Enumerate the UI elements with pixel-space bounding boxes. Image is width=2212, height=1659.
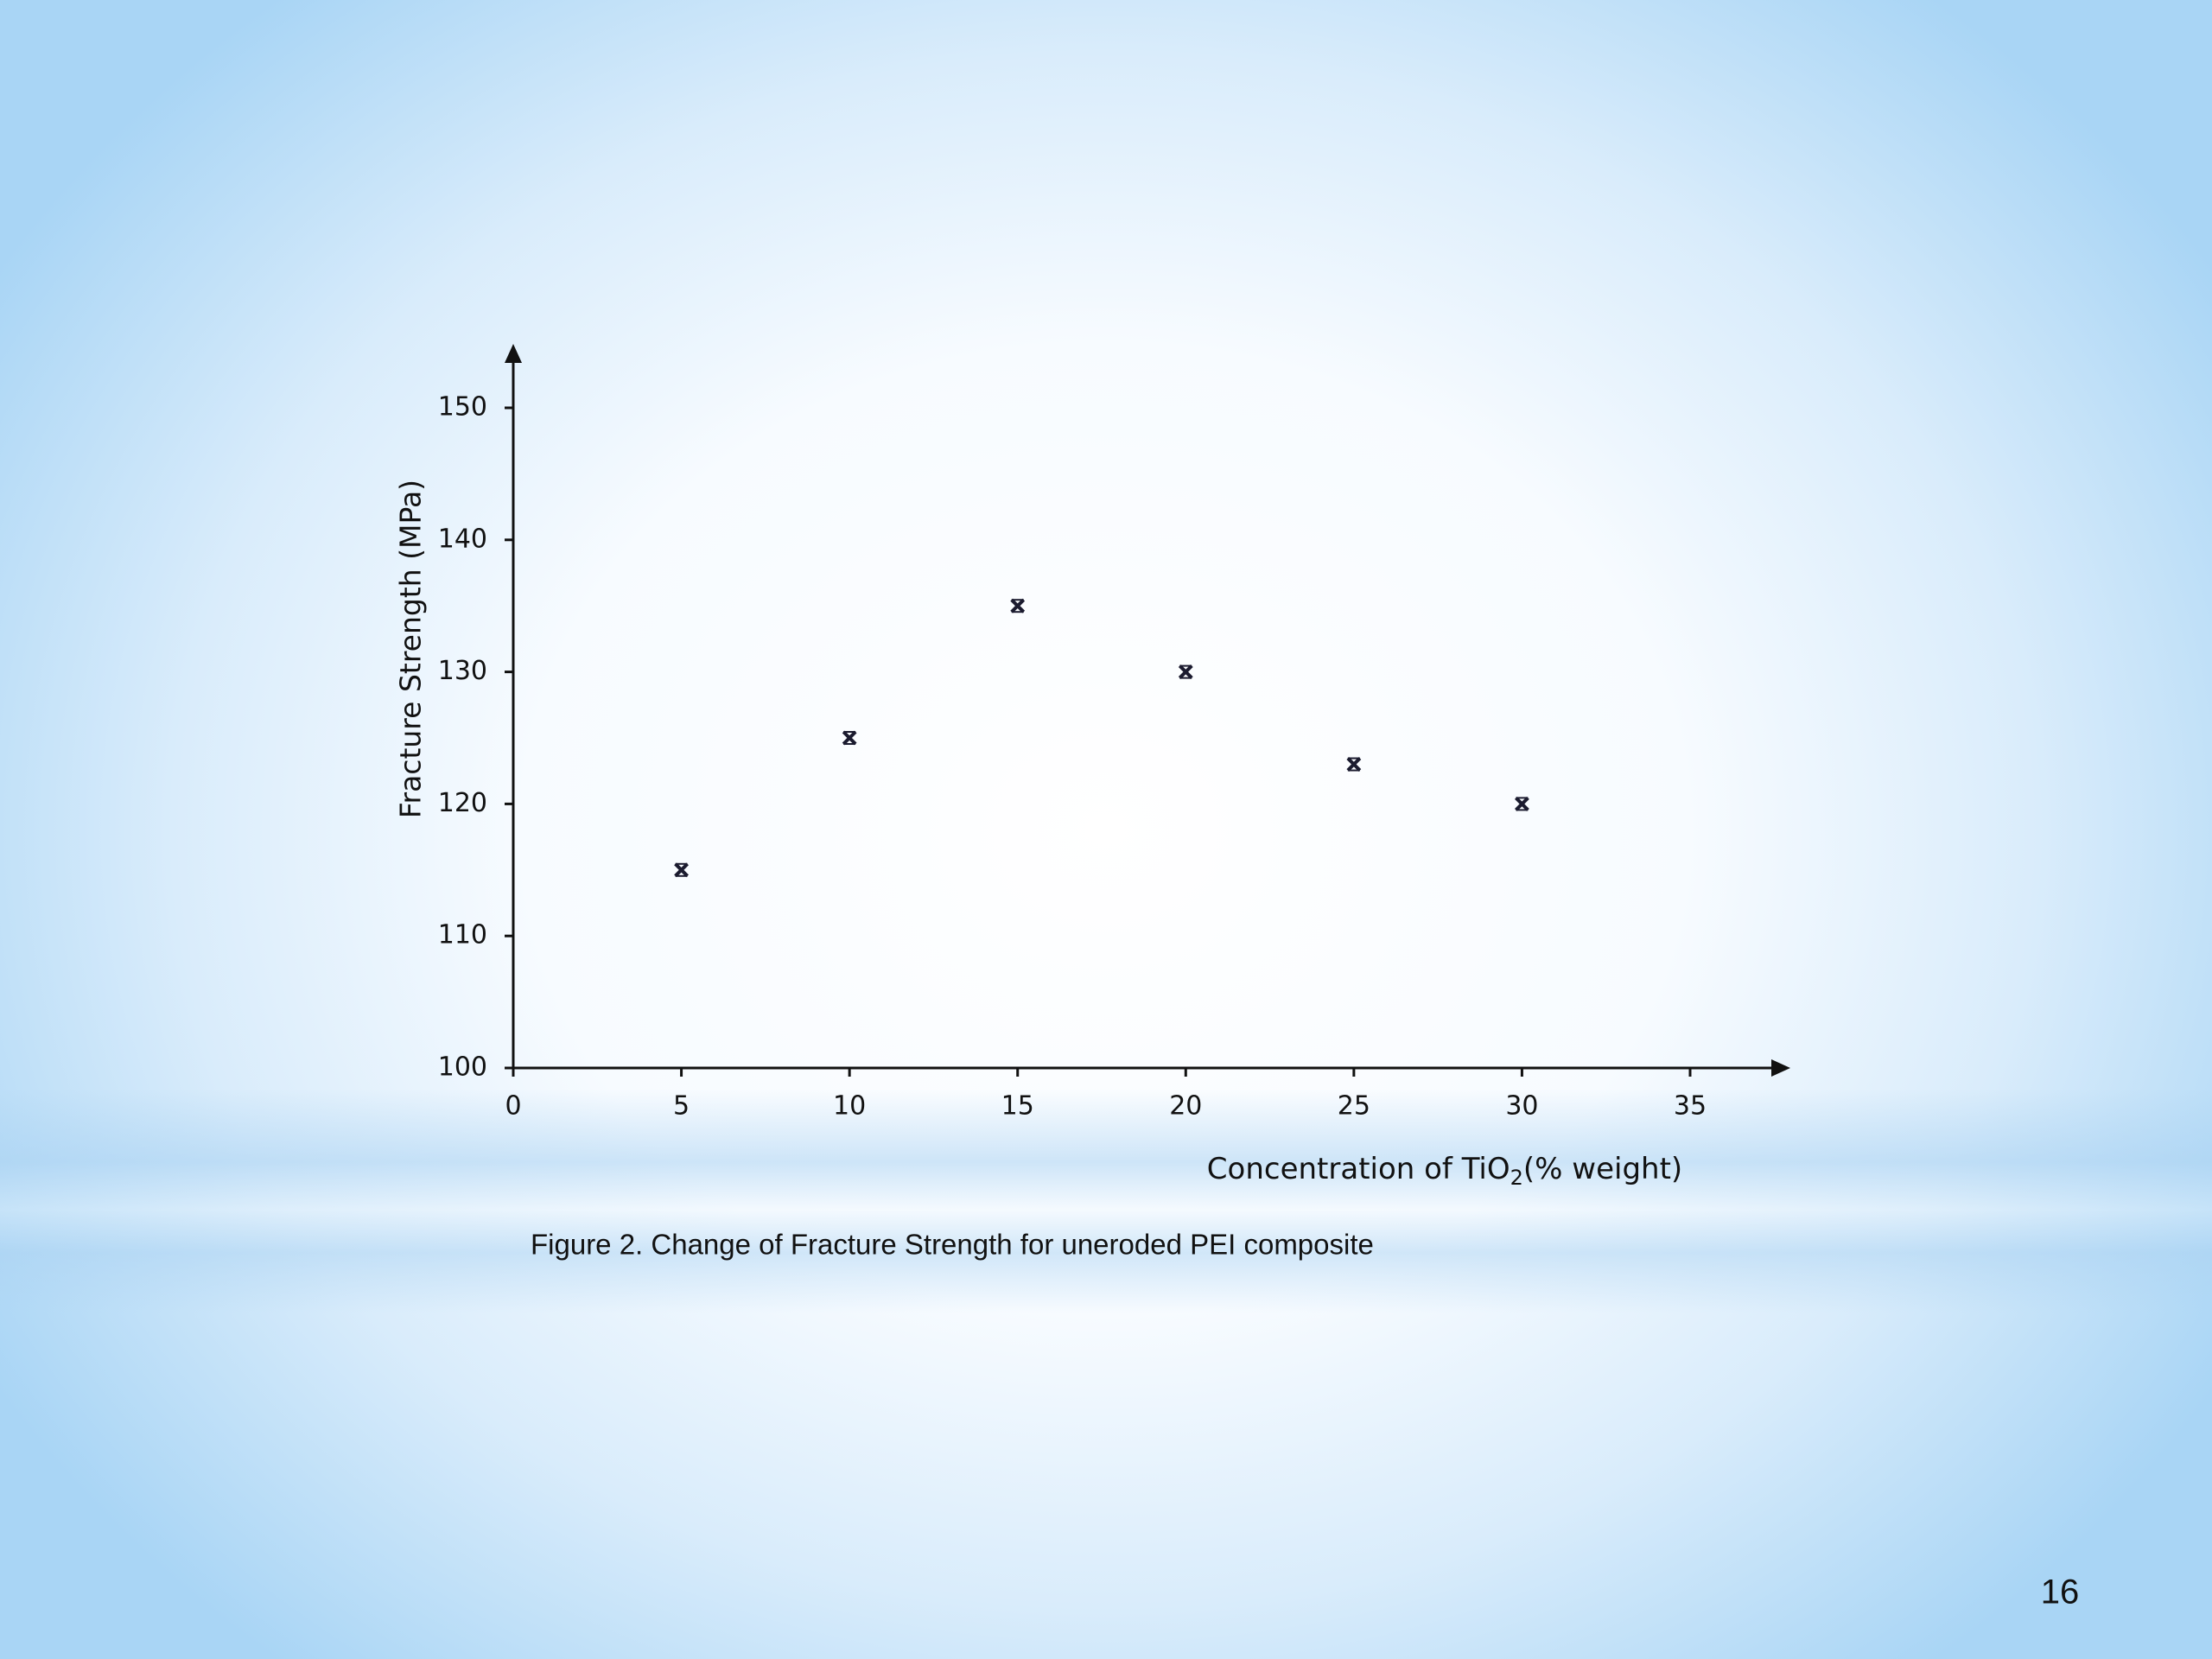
x-axis-label-part: (% weight) bbox=[1523, 1152, 1682, 1186]
page-number: 16 bbox=[2041, 1573, 2080, 1611]
y-tick-label: 110 bbox=[438, 920, 487, 950]
y-tick-label: 130 bbox=[438, 656, 487, 686]
point bbox=[842, 730, 857, 746]
y-axis-label: Fracture Strength (MPa) bbox=[394, 480, 428, 818]
point bbox=[1010, 598, 1026, 613]
x-tick-label: 15 bbox=[1001, 1091, 1034, 1122]
x-axis-arrow bbox=[1771, 1059, 1790, 1077]
x-tick-label: 30 bbox=[1505, 1091, 1538, 1122]
point-stroke bbox=[1515, 796, 1529, 811]
x-axis-label: Concentration of TiO2(% weight) bbox=[1207, 1152, 1682, 1191]
caption: Figure 2. Change of Fracture Strength fo… bbox=[531, 1229, 1374, 1261]
point bbox=[674, 862, 689, 878]
x-tick-label: 10 bbox=[833, 1091, 866, 1122]
point bbox=[1178, 664, 1193, 680]
point-stroke bbox=[1010, 598, 1026, 613]
point bbox=[1515, 796, 1529, 811]
x-tick-label: 35 bbox=[1674, 1091, 1707, 1122]
y-tick-label: 150 bbox=[438, 392, 487, 423]
y-axis-arrow bbox=[505, 344, 522, 363]
point-stroke bbox=[674, 862, 689, 878]
x-tick-label: 25 bbox=[1338, 1091, 1370, 1122]
y-tick-label: 120 bbox=[438, 788, 487, 818]
x-axis-label-part: Concentration of TiO bbox=[1207, 1152, 1510, 1186]
y-tick-label: 100 bbox=[438, 1052, 487, 1083]
point bbox=[1346, 757, 1362, 772]
x-tick-label: 0 bbox=[505, 1091, 521, 1122]
point-stroke bbox=[1178, 664, 1193, 680]
x-axis-label-subscript: 2 bbox=[1510, 1166, 1523, 1190]
x-tick-label: 20 bbox=[1169, 1091, 1202, 1122]
x-tick-label: 5 bbox=[673, 1091, 690, 1122]
y-tick-label: 140 bbox=[438, 524, 487, 554]
point-stroke bbox=[1346, 757, 1362, 772]
point-stroke bbox=[842, 730, 857, 746]
